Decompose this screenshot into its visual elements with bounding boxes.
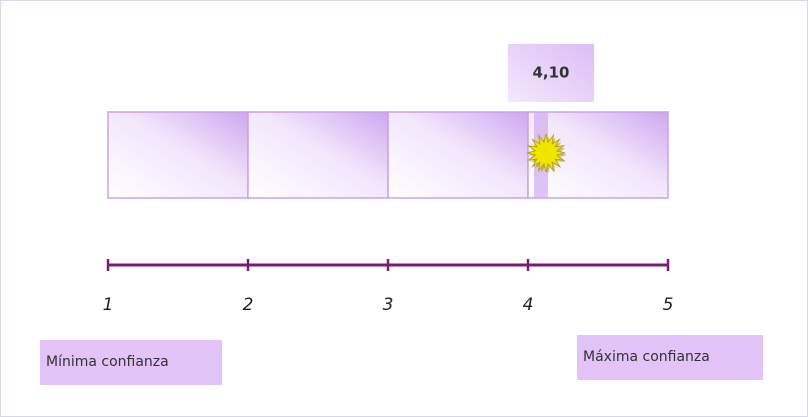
x-tick-label: 3 <box>383 295 394 315</box>
max-box <box>577 335 763 380</box>
x-tick-label: 1 <box>103 295 114 315</box>
x-tick-label: 4 <box>523 295 534 315</box>
value-label: 4,10 <box>532 64 569 82</box>
value-box <box>508 44 594 102</box>
marker <box>526 133 566 173</box>
min-box <box>40 340 222 385</box>
scale-segment <box>387 111 529 199</box>
scale-segment <box>247 111 389 199</box>
min-label: Mínima confianza <box>46 354 169 370</box>
scale-segment <box>107 111 249 199</box>
max-label: Máxima confianza <box>583 349 710 365</box>
x-tick-label: 2 <box>243 295 254 315</box>
x-tick-label: 5 <box>663 295 674 315</box>
